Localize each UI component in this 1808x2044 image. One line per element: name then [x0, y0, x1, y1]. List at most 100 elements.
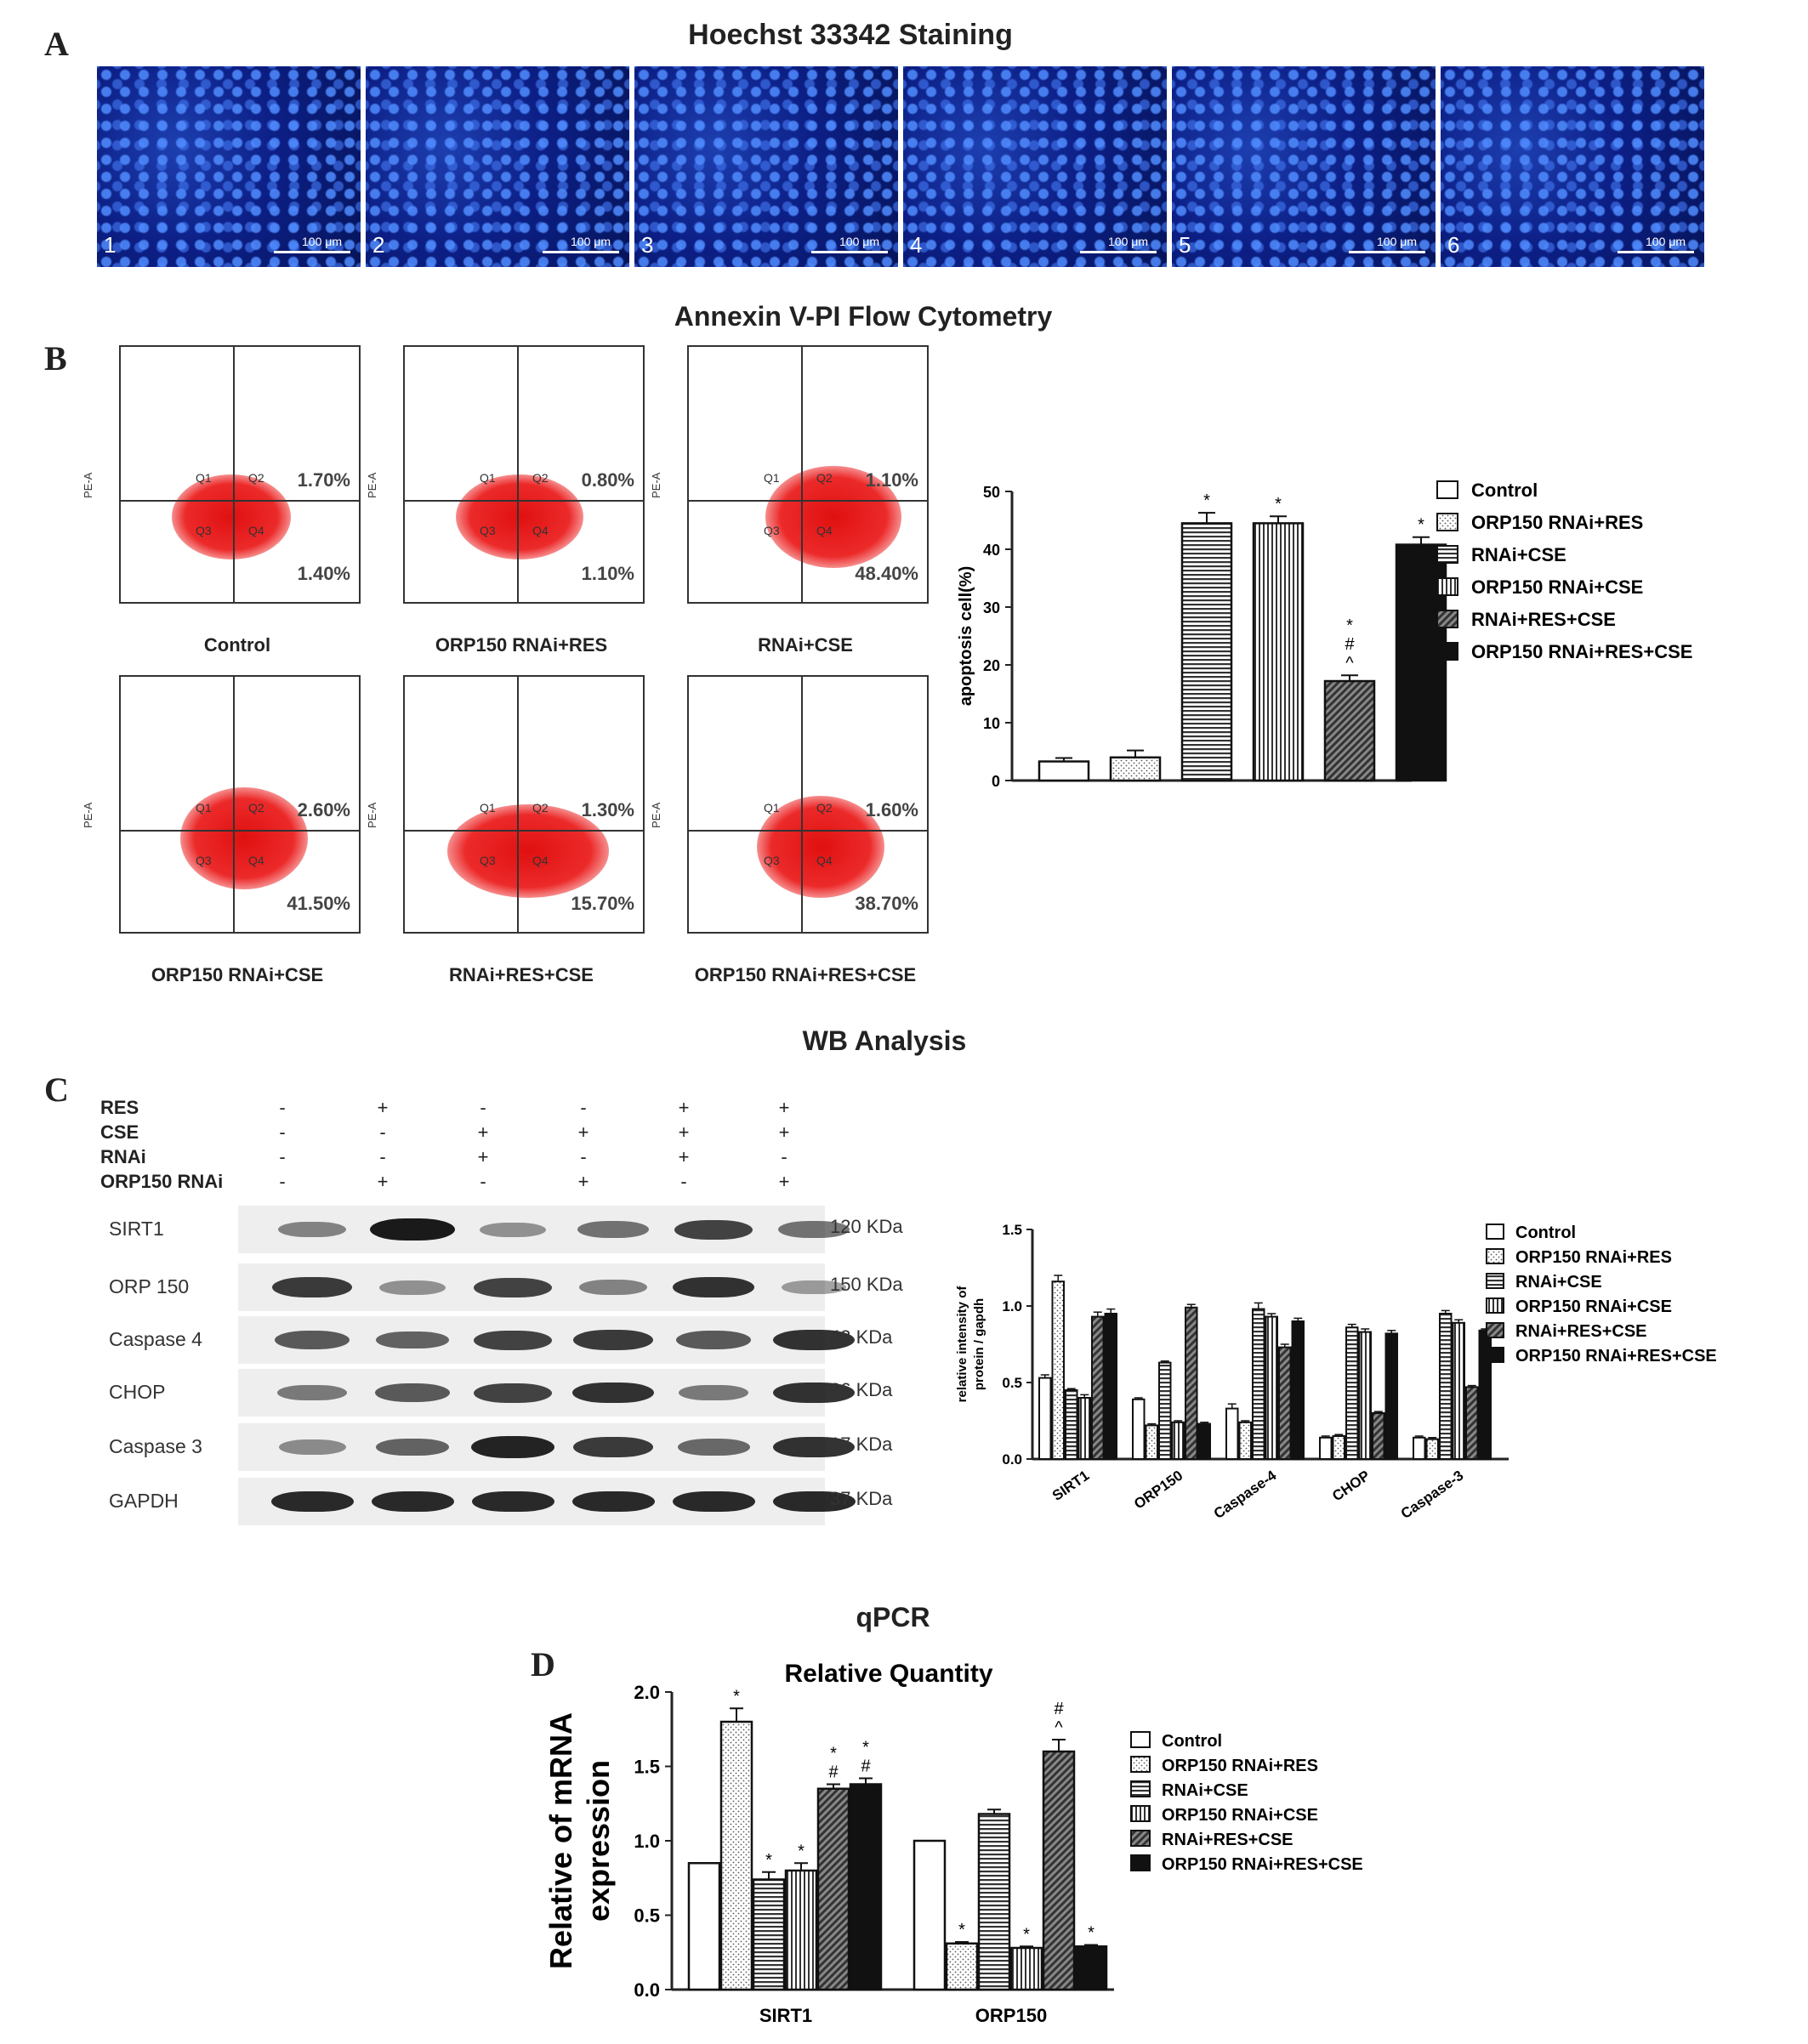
y-tick-label: 0.5 [1002, 1375, 1022, 1391]
quadrant-hline [689, 500, 927, 502]
panel-a-title: Hoechst 33342 Staining [688, 19, 1013, 51]
bar-Caspase-3-3 [1452, 1321, 1465, 1460]
treatment-label: RNAi [100, 1146, 146, 1167]
flow-y-label: PE-A [650, 802, 662, 828]
panel-d-letter: D [531, 1645, 555, 1683]
blot-protein-label: GAPDH [109, 1490, 179, 1512]
legend-swatch [1130, 1731, 1151, 1748]
quadrant-label: Q2 [816, 801, 833, 815]
bar-SIRT1-4 [816, 1787, 850, 1991]
bar-ORP150-4 [1185, 1306, 1198, 1460]
quadrant-label: Q2 [532, 801, 549, 815]
cell-population [447, 804, 609, 898]
scale-bar-label: 100 μm [302, 235, 342, 248]
treatment-symbol: - [580, 1097, 587, 1118]
quadrant-vline [233, 347, 235, 602]
bar-SIRT1-0 [687, 1862, 721, 1991]
flow-plot-2: Q1 Q2 Q3 Q4 0.80% 1.10% [403, 345, 645, 604]
quadrant-label: Q2 [248, 801, 264, 815]
bar-SIRT1-5 [1104, 1313, 1117, 1460]
scale-bar-label: 100 μm [839, 235, 879, 248]
q4-percent: 1.40% [297, 563, 350, 584]
protein-band [772, 1490, 856, 1513]
bar-ORP150-5 [1074, 1945, 1108, 1991]
bar-ORP150-0 [913, 1839, 947, 1991]
treatment-symbol: - [781, 1146, 787, 1167]
bar-SIRT1-5 [849, 1783, 883, 1991]
protein-band [277, 1384, 347, 1401]
kda-label: 26 KDa [830, 1379, 893, 1400]
quadrant-hline [405, 500, 643, 502]
treatment-symbol: - [279, 1121, 286, 1143]
y-tick-label: 1.0 [634, 1831, 660, 1852]
bar-ORP150-0 [1132, 1398, 1146, 1460]
flow-y-label: PE-A [82, 472, 94, 498]
significance-mark: # [861, 1757, 871, 1776]
nuclei-texture [1441, 66, 1704, 267]
protein-band [571, 1490, 655, 1513]
blot-protein-label: SIRT1 [109, 1218, 164, 1240]
cell-population [180, 787, 308, 889]
bar-SIRT1-2 [752, 1878, 786, 1991]
blot-protein-label: Caspase 4 [109, 1328, 202, 1350]
treatment-symbol: + [477, 1121, 489, 1143]
protein-band [773, 1382, 855, 1404]
protein-band [275, 1331, 350, 1349]
q4-percent: 48.40% [855, 563, 918, 584]
quadrant-label: Q3 [764, 524, 780, 537]
quadrant-label: Q1 [480, 471, 496, 485]
legend-swatch [1130, 1780, 1151, 1797]
quadrant-label: Q4 [816, 524, 833, 537]
y-tick-label: 1.5 [1002, 1222, 1022, 1238]
legend-swatch [1486, 1297, 1504, 1314]
x-tick-label: ORP150 [1131, 1468, 1185, 1513]
flow-plot-caption: ORP150 RNAi+RES+CSE [694, 964, 917, 985]
bar-ORP150-4 [1042, 1750, 1076, 1991]
flow-y-label: PE-A [82, 802, 94, 828]
bar-0 [1038, 760, 1090, 782]
nuclei-texture [366, 66, 629, 267]
y-tick-label: 0.0 [634, 1979, 660, 2001]
quadrant-label: Q3 [480, 854, 496, 867]
blot-row [238, 1316, 855, 1364]
y-axis-label: protein / gapdh [972, 1298, 986, 1390]
x-tick-label: CHOP [1329, 1468, 1373, 1505]
bar-Caspase-4-3 [1265, 1315, 1278, 1460]
quadrant-label: Q3 [196, 524, 212, 537]
x-tick-label: Caspase-3 [1398, 1468, 1467, 1522]
bar-CHOP-0 [1319, 1436, 1333, 1460]
panel-d-title: qPCR [856, 1602, 930, 1632]
protein-band [375, 1383, 450, 1402]
y-tick-label: 30 [983, 599, 1000, 616]
y-tick-label: 10 [983, 715, 1000, 732]
hoechst-image-5: 5 100 μm [1172, 66, 1436, 267]
bar-SIRT1-3 [1077, 1397, 1091, 1460]
chart-title: Relative Quantity [784, 1660, 992, 1688]
scale-bar [274, 251, 350, 253]
q2-percent: 0.80% [581, 469, 634, 491]
bar-CHOP-3 [1358, 1331, 1372, 1460]
treatment-symbol: - [480, 1171, 486, 1192]
protein-band [577, 1221, 649, 1238]
q4-percent: 1.10% [581, 563, 634, 584]
y-tick-label: 0 [992, 773, 1000, 790]
significance-mark: * [765, 1851, 772, 1870]
hoechst-image-6: 6 100 μm [1441, 66, 1704, 267]
hoechst-image-1: 1 100 μm [97, 66, 361, 267]
protein-band [371, 1490, 454, 1513]
y-tick-label: 50 [983, 484, 1000, 501]
legend-label: ORP150 RNAi+RES+CSE [1471, 641, 1692, 662]
scale-bar [543, 251, 619, 253]
quadrant-label: Q3 [480, 524, 496, 537]
bar-CHOP-1 [1332, 1435, 1345, 1460]
y-tick-label: 0.5 [634, 1905, 660, 1927]
significance-mark: * [733, 1687, 740, 1706]
protein-band [375, 1331, 450, 1349]
protein-band [672, 1490, 755, 1513]
hoechst-image-4: 4 100 μm [903, 66, 1167, 267]
blot-row [238, 1423, 855, 1471]
hoechst-image-3: 3 100 μm [634, 66, 898, 267]
protein-band [676, 1331, 751, 1349]
protein-band [270, 1490, 354, 1513]
legend-label: Control [1162, 1732, 1222, 1751]
